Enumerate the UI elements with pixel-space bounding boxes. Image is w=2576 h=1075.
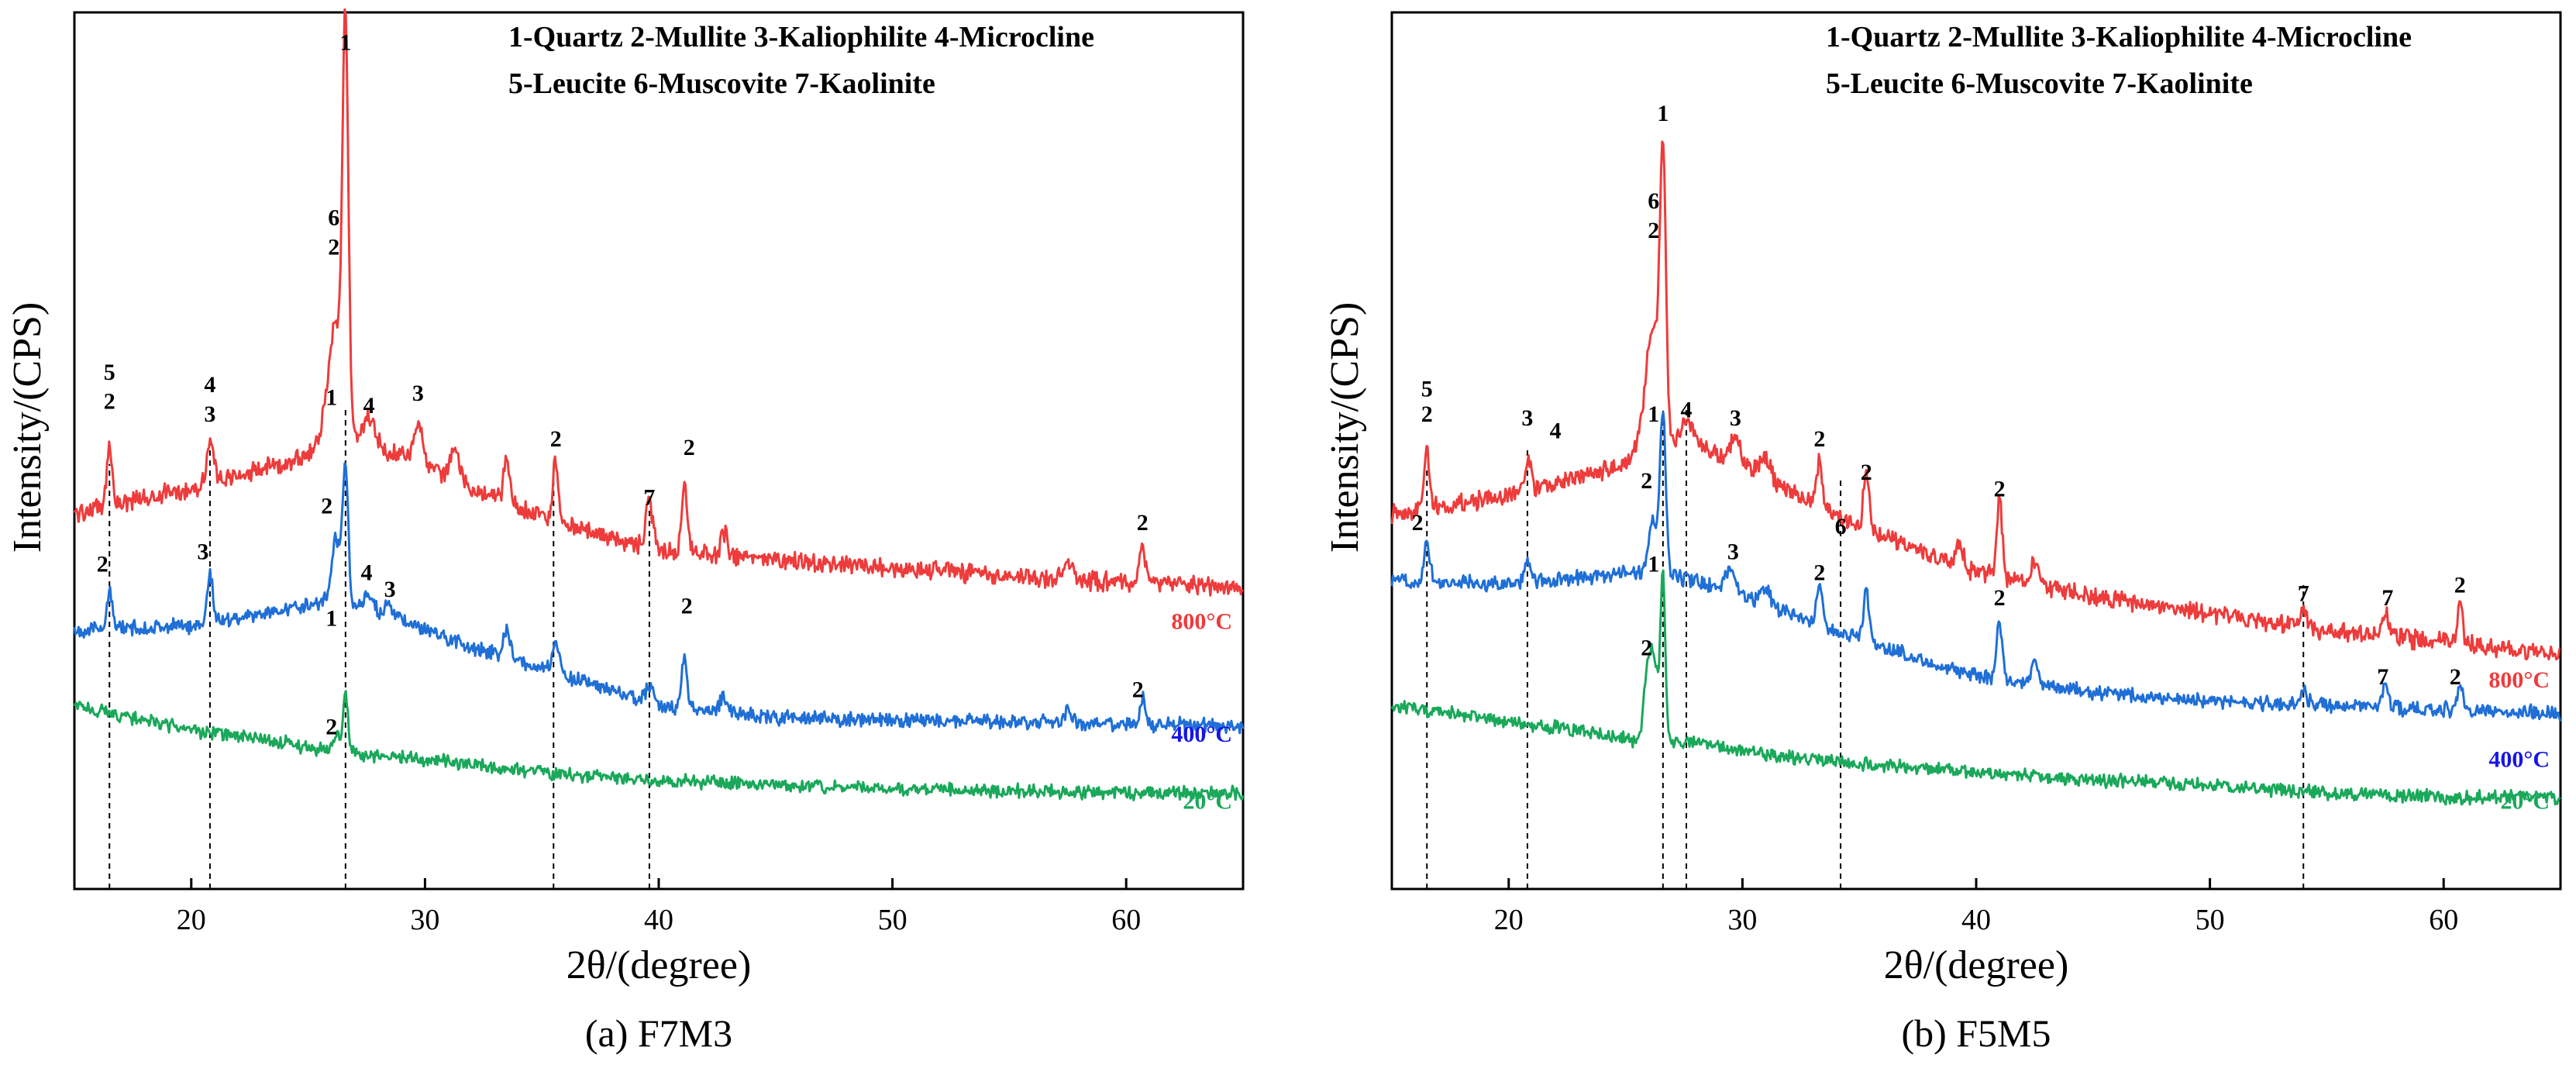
series-label-800c: 800°C bbox=[1171, 609, 1232, 635]
peak-label: 2 bbox=[1813, 560, 1825, 585]
peak-label: 5 bbox=[1421, 376, 1433, 401]
peak-label: 1 bbox=[1648, 552, 1659, 577]
peak-label: 1 bbox=[1648, 401, 1659, 427]
peak-label: 2 bbox=[104, 389, 115, 415]
peak-label: 2 bbox=[1421, 401, 1433, 427]
peak-label: 2 bbox=[684, 435, 695, 460]
peak-label: 2 bbox=[1813, 426, 1825, 452]
panel-b-x-ticks: 20 30 40 50 60 bbox=[1494, 878, 2458, 936]
panel-a-x-ticks: 20 30 40 50 60 bbox=[177, 878, 1141, 936]
peak-label: 3 bbox=[1730, 405, 1741, 431]
panel-a-reference-lines bbox=[108, 406, 650, 889]
x-tick-label: 60 bbox=[1111, 904, 1141, 936]
peak-label: 4 bbox=[363, 393, 375, 419]
peak-label: 5 bbox=[104, 360, 115, 385]
peak-label: 3 bbox=[197, 539, 208, 565]
peak-label: 2 bbox=[681, 594, 693, 619]
peak-label: 3 bbox=[1727, 539, 1739, 565]
peak-label: 2 bbox=[1137, 510, 1149, 536]
x-tick-label: 50 bbox=[2195, 904, 2225, 936]
panel-b-x-axis-title: 2θ/(degree) bbox=[1884, 943, 2069, 987]
peak-label: 2 bbox=[1132, 677, 1144, 702]
peak-label: 1 bbox=[325, 606, 337, 632]
peak-label: 2 bbox=[2450, 664, 2461, 690]
peak-label: 1 bbox=[1657, 101, 1669, 126]
series-line-400c bbox=[1390, 411, 2562, 722]
series-label-400c: 400°C bbox=[2488, 746, 2550, 772]
panel-b-legend-line-2: 5-Leucite 6-Muscovite 7-Kaolinite bbox=[1826, 67, 2253, 100]
panel-b-reference-lines bbox=[1426, 406, 2305, 889]
peak-label: 2 bbox=[1861, 460, 1872, 485]
peak-label: 2 bbox=[321, 493, 332, 519]
peak-label: 4 bbox=[204, 372, 215, 398]
panel-b-plot-frame bbox=[1390, 11, 2562, 891]
peak-label: 1 bbox=[325, 384, 337, 410]
panel-a-series: 800°C 400°C 20°C bbox=[73, 8, 1245, 814]
peak-label: 3 bbox=[204, 401, 215, 427]
peak-label: 2 bbox=[325, 715, 337, 740]
series-line-800c bbox=[73, 8, 1244, 597]
peak-label: 2 bbox=[97, 552, 108, 577]
panel-a-plot-frame bbox=[73, 11, 1245, 891]
x-tick-label: 50 bbox=[878, 904, 907, 936]
panel-b-series: 800°C 400°C 20°C bbox=[1390, 140, 2562, 814]
series-line-400c bbox=[73, 462, 1245, 736]
panel-b-caption: (b) F5M5 bbox=[1901, 1011, 2051, 1055]
series-line-20c bbox=[73, 690, 1245, 801]
x-tick-label: 30 bbox=[410, 904, 439, 936]
x-tick-label: 40 bbox=[644, 904, 673, 936]
peak-label: 2 bbox=[1412, 510, 1424, 536]
panel-a-legend-line-2: 5-Leucite 6-Muscovite 7-Kaolinite bbox=[508, 67, 935, 100]
series-label-20c: 20°C bbox=[1183, 788, 1232, 814]
panel-b-legend-line-1: 1-Quartz 2-Mullite 3-Kaliophilite 4-Micr… bbox=[1826, 21, 2412, 53]
peak-label: 7 bbox=[2298, 581, 2309, 606]
series-label-800c: 800°C bbox=[2488, 667, 2550, 693]
peak-label: 2 bbox=[1994, 585, 2006, 611]
peak-label: 4 bbox=[1681, 397, 1693, 422]
panel-a-y-axis-title: Intensity/(CPS) bbox=[5, 302, 50, 553]
x-tick-label: 20 bbox=[1494, 904, 1524, 936]
peak-label: 3 bbox=[1521, 405, 1533, 431]
x-tick-label: 20 bbox=[177, 904, 206, 936]
peak-label: 7 bbox=[2377, 664, 2388, 690]
x-tick-label: 40 bbox=[1961, 904, 1991, 936]
peak-label: 6 bbox=[1835, 514, 1847, 539]
peak-label: 2 bbox=[1648, 218, 1659, 243]
peak-label: 2 bbox=[2454, 573, 2466, 598]
peak-label: 1 bbox=[339, 29, 351, 55]
peak-label: 2 bbox=[328, 234, 339, 260]
peak-label: 2 bbox=[550, 426, 562, 452]
peak-label: 3 bbox=[384, 577, 396, 602]
panel-a-x-axis-title: 2θ/(degree) bbox=[567, 943, 752, 987]
peak-label: 7 bbox=[2381, 585, 2393, 611]
series-label-400c: 400°C bbox=[1171, 722, 1232, 747]
x-tick-label: 30 bbox=[1727, 904, 1757, 936]
panel-a-legend-line-1: 1-Quartz 2-Mullite 3-Kaliophilite 4-Micr… bbox=[508, 21, 1094, 53]
peak-label: 7 bbox=[643, 485, 655, 511]
peak-label: 4 bbox=[1550, 418, 1562, 443]
x-tick-label: 60 bbox=[2429, 904, 2458, 936]
peak-label: 2 bbox=[1641, 468, 1652, 494]
series-line-800c bbox=[1390, 140, 2561, 661]
series-line-20c bbox=[1390, 569, 2561, 806]
peak-label: 2 bbox=[1994, 477, 2006, 502]
peak-label: 4 bbox=[361, 560, 373, 585]
series-label-20c: 20°C bbox=[2500, 788, 2550, 814]
peak-label: 3 bbox=[412, 381, 424, 406]
peak-label: 2 bbox=[1641, 635, 1652, 660]
peak-label: 6 bbox=[328, 205, 339, 231]
panel-b-y-axis-title: Intensity/(CPS) bbox=[1323, 302, 1367, 553]
panel-a-caption: (a) F7M3 bbox=[585, 1011, 732, 1055]
peak-label: 6 bbox=[1648, 188, 1659, 214]
